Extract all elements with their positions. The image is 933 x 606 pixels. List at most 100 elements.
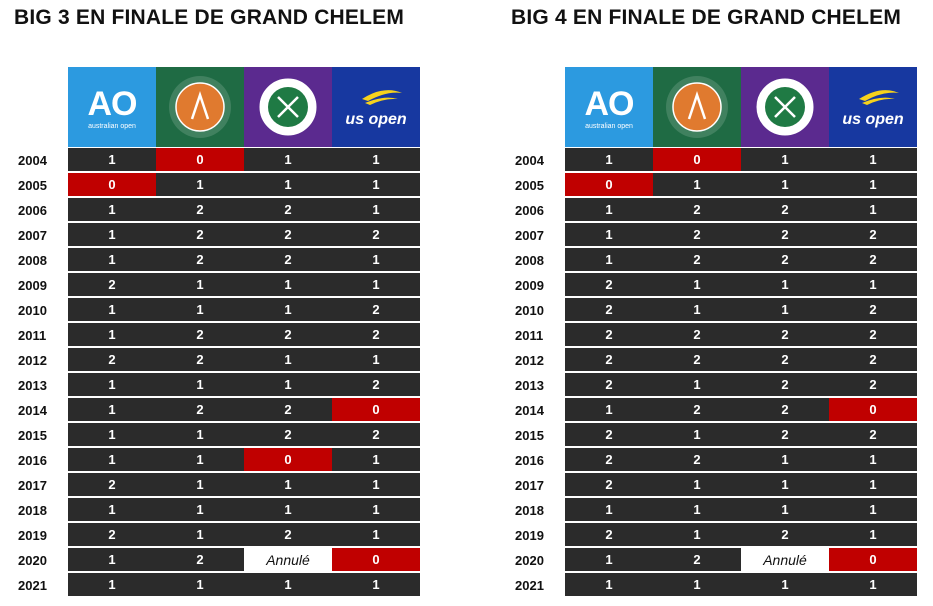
us-open-logo: us open <box>829 67 917 147</box>
finalists-cell: 2 <box>829 348 917 371</box>
table-row: 2016 2 2 1 1 <box>507 448 927 473</box>
finalists-cell: 1 <box>829 148 917 171</box>
finalists-cell: 1 <box>332 173 420 196</box>
big3-panel: BIG 3 EN FINALE DE GRAND CHELEM AO austr… <box>10 0 430 606</box>
finalists-cell: 0 <box>829 548 917 571</box>
finalists-cell: 0 <box>244 448 332 471</box>
finalists-cell: 1 <box>244 273 332 296</box>
table-row: 2004 1 0 1 1 <box>507 148 927 173</box>
finalists-cell: 2 <box>653 448 741 471</box>
table-row: 2012 2 2 2 2 <box>507 348 927 373</box>
finalists-cell: 1 <box>565 223 653 246</box>
table-row: 2021 1 1 1 1 <box>507 573 927 598</box>
finalists-cell: 2 <box>156 398 244 421</box>
finalists-cell: 2 <box>156 248 244 271</box>
wimbledon-emblem-icon <box>258 77 318 137</box>
big4-table: 2004 1 0 1 1 2005 0 1 1 1 2006 1 2 2 1 2007 1 2 2 2 2008 1 2 2 2… <box>507 148 927 598</box>
year-label: 2008 <box>18 253 47 268</box>
year-label: 2013 <box>515 378 544 393</box>
finalists-cell: 2 <box>565 523 653 546</box>
year-label: 2005 <box>515 178 544 193</box>
big3-title: BIG 3 EN FINALE DE GRAND CHELEM <box>14 6 405 29</box>
big4-panel: BIG 4 EN FINALE DE GRAND CHELEM AO austr… <box>507 0 927 606</box>
year-label: 2018 <box>515 503 544 518</box>
finalists-cell: 1 <box>156 273 244 296</box>
finalists-cell: 1 <box>68 398 156 421</box>
finalists-cell: 1 <box>565 248 653 271</box>
finalists-cell: 1 <box>332 348 420 371</box>
year-label: 2010 <box>18 303 47 318</box>
finalists-cell: 1 <box>244 498 332 521</box>
big3-logos: AO australian open us open <box>68 67 420 147</box>
finalists-cell: 2 <box>156 223 244 246</box>
year-label: 2012 <box>18 353 47 368</box>
finalists-cell: 1 <box>156 523 244 546</box>
year-label: 2018 <box>18 503 47 518</box>
table-row: 2012 2 2 1 1 <box>10 348 430 373</box>
finalists-cell: 2 <box>741 348 829 371</box>
finalists-cell: 1 <box>68 373 156 396</box>
finalists-cell: 1 <box>829 498 917 521</box>
finalists-cell: 1 <box>565 498 653 521</box>
table-row: 2018 1 1 1 1 <box>507 498 927 523</box>
finalists-cell: 1 <box>68 573 156 596</box>
year-label: 2005 <box>18 178 47 193</box>
finalists-cell: 1 <box>653 573 741 596</box>
year-label: 2011 <box>515 328 544 343</box>
roland-garros-logo <box>653 67 741 147</box>
table-row: 2015 2 1 2 2 <box>507 423 927 448</box>
finalists-cell: 2 <box>565 473 653 496</box>
finalists-cell: 2 <box>244 523 332 546</box>
finalists-cell: 2 <box>741 523 829 546</box>
year-label: 2012 <box>515 353 544 368</box>
finalists-cell: 2 <box>565 373 653 396</box>
finalists-cell: 0 <box>565 173 653 196</box>
finalists-cell: 1 <box>156 498 244 521</box>
year-label: 2011 <box>18 328 47 343</box>
table-row: 2014 1 2 2 0 <box>507 398 927 423</box>
table-row: 2005 0 1 1 1 <box>507 173 927 198</box>
year-label: 2004 <box>515 153 544 168</box>
ao-sub: australian open <box>585 123 633 130</box>
finalists-cell: 1 <box>741 273 829 296</box>
finalists-cell: 1 <box>244 173 332 196</box>
finalists-cell: 1 <box>68 198 156 221</box>
big4-title: BIG 4 EN FINALE DE GRAND CHELEM <box>511 6 902 29</box>
finalists-cell: 1 <box>829 473 917 496</box>
finalists-cell: 1 <box>68 298 156 321</box>
finalists-cell: 2 <box>829 323 917 346</box>
finalists-cell: 1 <box>156 573 244 596</box>
table-row: 2017 2 1 1 1 <box>10 473 430 498</box>
finalists-cell: 2 <box>244 423 332 446</box>
finalists-cell: 1 <box>244 473 332 496</box>
finalists-cell: 2 <box>332 223 420 246</box>
table-row: 2015 1 1 2 2 <box>10 423 430 448</box>
finalists-cell: 1 <box>653 498 741 521</box>
wimbledon-logo <box>741 67 829 147</box>
finalists-cell: 1 <box>829 273 917 296</box>
us-open-text: us open <box>842 111 904 128</box>
finalists-cell: 2 <box>156 548 244 571</box>
year-label: 2006 <box>515 203 544 218</box>
finalists-cell: 1 <box>741 498 829 521</box>
finalists-cell: 2 <box>565 273 653 296</box>
finalists-cell: 1 <box>68 223 156 246</box>
year-label: 2020 <box>515 553 544 568</box>
ao-sub: australian open <box>88 123 136 130</box>
finalists-cell: 1 <box>829 173 917 196</box>
table-row: 2009 2 1 1 1 <box>507 273 927 298</box>
year-label: 2016 <box>18 453 47 468</box>
finalists-cell: 1 <box>332 148 420 171</box>
table-row: 2008 1 2 2 1 <box>10 248 430 273</box>
table-row: 2011 1 2 2 2 <box>10 323 430 348</box>
table-row: 2009 2 1 1 1 <box>10 273 430 298</box>
big3-table: 2004 1 0 1 1 2005 0 1 1 1 2006 1 2 2 1 2007 1 2 2 2 2008 1 2 2 1… <box>10 148 430 598</box>
finalists-cell: 2 <box>741 198 829 221</box>
finalists-cell: 1 <box>653 473 741 496</box>
finalists-cell: 2 <box>741 398 829 421</box>
finalists-cell: 1 <box>741 173 829 196</box>
finalists-cell: 1 <box>244 298 332 321</box>
finalists-cell: 2 <box>653 248 741 271</box>
finalists-cell: 1 <box>68 423 156 446</box>
finalists-cell: 2 <box>244 248 332 271</box>
